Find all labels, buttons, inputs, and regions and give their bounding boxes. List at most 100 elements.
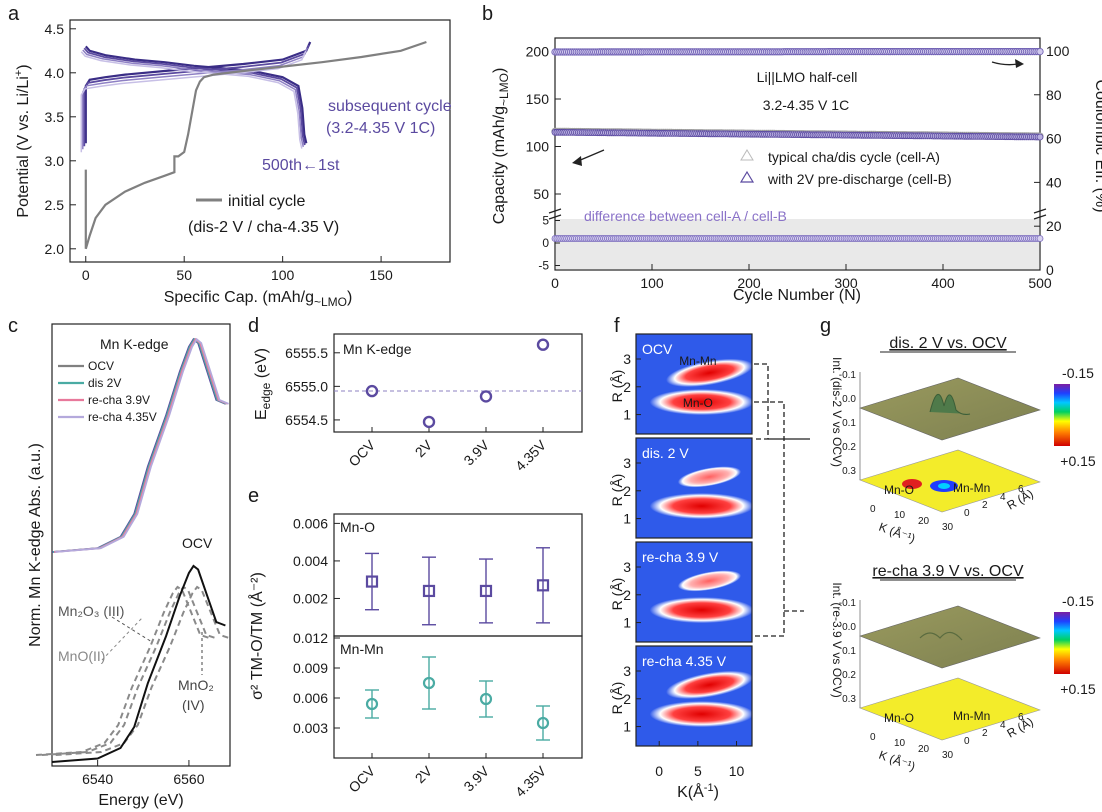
g-ktick-label: 0 xyxy=(870,732,876,743)
g-ztick-label: 0.3 xyxy=(842,694,856,705)
b-xtick-label: 0 xyxy=(551,275,559,291)
b-ytick-label: 50 xyxy=(533,186,549,202)
c-xtick-label: 6560 xyxy=(173,771,204,787)
ref-mno-curve xyxy=(35,585,210,756)
f-map-label: re-cha 4.35 V xyxy=(642,653,727,669)
panel-a-plot-frame xyxy=(69,19,451,263)
panel-e: e 0.006 0.004 0.002 0.012 0.009 0.006 0.003 OCV… xyxy=(247,485,583,800)
b-ytick-right-label: 0 xyxy=(1046,262,1054,278)
g-rtick-label: 2 xyxy=(982,500,988,511)
g-title: re-cha 3.9 V vs. OCV xyxy=(872,563,1023,580)
g-zlabel: Int. (dis-2 V vs OCV) xyxy=(830,357,844,467)
g-colorbar xyxy=(1054,384,1070,446)
f-mno-peak xyxy=(649,701,754,728)
difference-series-point xyxy=(1036,235,1044,242)
g-contour-mnmn-core xyxy=(938,483,950,489)
b-xtick-label: 200 xyxy=(737,275,761,291)
f-ylabel: R (Å) xyxy=(609,370,625,403)
f-ytick-label: 1 xyxy=(623,615,631,631)
g-ztick-label: 0.0 xyxy=(842,622,856,633)
c-legend-label: dis 2V xyxy=(88,376,121,390)
legend-cell-b-marker xyxy=(739,170,755,183)
g-rtick-label: 6 xyxy=(1018,484,1024,495)
panel-f-xlabel: K(Å-1) xyxy=(677,782,719,801)
f-map-label: dis. 2 V xyxy=(642,445,689,461)
f-mno-peak xyxy=(649,493,754,520)
b-ytick-right-label: 80 xyxy=(1046,87,1062,103)
panel-d: d 6554.5 6555.0 6555.5 OCV 2V 3.9V 4.35V Mn K-… xyxy=(248,315,583,474)
bracket-ocv-dis xyxy=(754,363,769,440)
b-ytick-right-label: 40 xyxy=(1046,174,1062,190)
subsequent-discharge-curve-2 xyxy=(82,49,305,147)
d-ytick-label: 6555.5 xyxy=(285,345,328,361)
label-ocv-reference: OCV xyxy=(182,535,213,551)
b-axis-break-right xyxy=(1033,208,1047,220)
panel-a-ticks: 0 50 100 150 2.0 2.5 3.0 3.5 4.0 4.5 xyxy=(45,21,393,283)
panel-d-plot-frame xyxy=(333,333,583,433)
b-axis-break-left xyxy=(548,208,562,220)
f-ytick-label: 1 xyxy=(623,511,631,527)
panel-a-series xyxy=(80,40,427,250)
panel-letter-g: g xyxy=(820,315,831,337)
f-xtick-label: 5 xyxy=(694,763,702,779)
e-xtick-label: 2V xyxy=(412,762,436,786)
f-map-frame xyxy=(635,541,753,643)
g-ztick-label: 0.1 xyxy=(842,646,856,657)
f-xtick-label: 0 xyxy=(655,763,663,779)
a-xtick-label: 50 xyxy=(176,267,192,283)
panel-a: a 0 50 100 150 2.0 2.5 3.0 3.5 4.0 4.5 Specific C… xyxy=(8,3,452,309)
spectrum-ocv xyxy=(51,337,226,553)
g-rtick-label: 4 xyxy=(1000,492,1006,503)
panel-c-ylabel: Norm. Mn K-edge Abs. (a.u.) xyxy=(27,443,44,647)
g-title: dis. 2 V vs. OCV xyxy=(889,335,1007,352)
d-xtick-label: 2V xyxy=(412,436,436,460)
panel-d-ylabel: Eedge (eV) xyxy=(253,348,273,420)
d-xtick-label: 4.35V xyxy=(512,436,550,474)
panel-c-title: Mn K-edge xyxy=(100,336,169,352)
b-ytick-label: 100 xyxy=(526,139,550,155)
f-map-label: re-cha 3.9 V xyxy=(642,549,719,565)
f-ytick-label: 2 xyxy=(623,483,631,499)
f-mnmn-peak xyxy=(677,466,742,488)
a-ytick-label: 2.5 xyxy=(45,197,65,213)
panel-e-label-mnmn: Mn-Mn xyxy=(340,641,384,657)
difference-band xyxy=(556,219,1039,269)
f-map-shade xyxy=(636,542,752,642)
b-ytick-lower-label: -5 xyxy=(538,259,549,273)
arrow-to-right-axis xyxy=(991,61,1019,66)
panel-f: f OCV 1 2 3 R (Å) dis. 2 V 1 2 3 R (Å) re-cha 3.9 … xyxy=(609,315,810,801)
f-ytick-label: 2 xyxy=(623,691,631,707)
f-ytick-label: 3 xyxy=(623,663,631,679)
f-map-shade xyxy=(636,438,752,538)
ocv-reference-curve xyxy=(51,564,226,763)
legend-cell-a: typical cha/dis cycle (cell-A) xyxy=(768,149,940,165)
annotation-half-cell-condition: 3.2-4.35 V 1C xyxy=(763,97,849,113)
g-ktick-label: 20 xyxy=(918,744,930,755)
spectrum-re-cha-3.9v xyxy=(54,337,228,553)
annotation-half-cell: Li||LMO half-cell xyxy=(757,69,858,85)
panel-c-xlabel: Energy (eV) xyxy=(98,792,183,809)
panel-e-ylabel: σ² TM-O/TM (Å⁻²) xyxy=(247,572,266,700)
f-ytick-label: 1 xyxy=(623,407,631,423)
g-ztick-label: 0.1 xyxy=(842,418,856,429)
cell-b-series-point xyxy=(1036,133,1044,141)
panel-e-lower-frame xyxy=(333,635,583,759)
d-point-3.9V xyxy=(479,390,493,403)
bracket-ocv-recha xyxy=(754,401,785,637)
label-mno2: MnO₂ xyxy=(178,677,214,693)
a-ytick-label: 3.5 xyxy=(45,109,65,125)
g-ktick-label: 20 xyxy=(918,516,930,527)
b-xtick-label: 300 xyxy=(834,275,858,291)
panel-c-ticks: 6540 6560 xyxy=(82,760,205,787)
annotation-cycle-range: 500th←1st xyxy=(262,157,340,174)
annotation-subsequent-cycle: subsequent cycle xyxy=(328,98,452,115)
panel-b-plot-frame xyxy=(554,37,1041,271)
d-point-2V xyxy=(422,415,436,429)
f-mno-peak xyxy=(649,389,754,416)
f-map-frame xyxy=(635,437,753,539)
f-map-frame xyxy=(635,645,753,747)
e-ytick-label: 0.002 xyxy=(293,590,328,606)
f-mno-peak xyxy=(649,597,754,624)
e-xtick-label: 4.35V xyxy=(512,762,550,800)
